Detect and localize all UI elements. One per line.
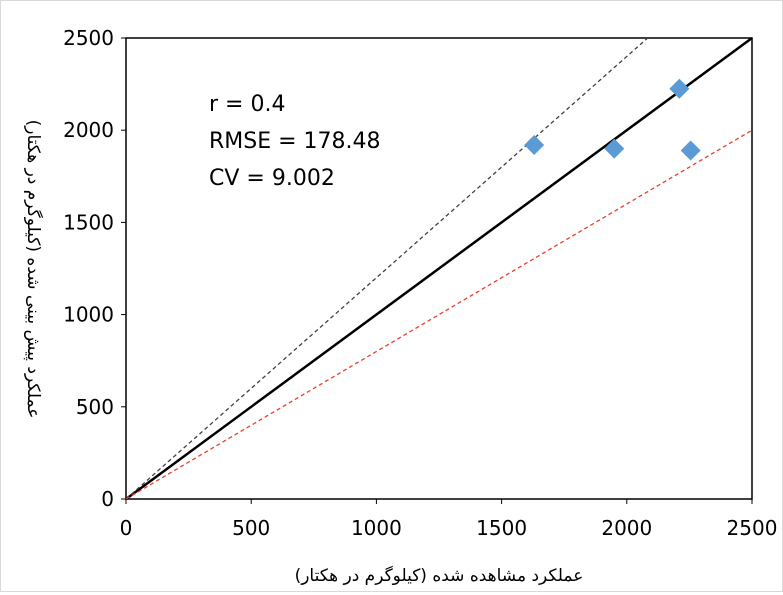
y-tick-label-2500: 2500: [63, 26, 114, 50]
data-point-3: [669, 78, 690, 99]
x-tick-label-1500: 1500: [476, 516, 527, 540]
x-tick-label-500: 500: [232, 516, 270, 540]
y-tick-label-500: 500: [76, 395, 114, 419]
reference-line-2: [125, 37, 649, 500]
reference-line-3: [125, 129, 753, 500]
y-axis-ticks: 0 500 1000 1500 2000 2500: [63, 26, 126, 511]
y-tick-label-1000: 1000: [63, 303, 114, 327]
data-point-1: [524, 134, 545, 155]
y-tick-label-1500: 1500: [63, 210, 114, 234]
data-point-4: [680, 140, 701, 161]
plot-area: [125, 37, 753, 500]
stat-line-3: CV = 9.002: [209, 166, 335, 191]
x-tick-label-2000: 2000: [601, 516, 652, 540]
plot-border: [125, 37, 753, 500]
reference-lines: [125, 36, 753, 501]
x-axis-ticks: 0 500 1000 1500 2000 2500: [120, 499, 778, 540]
y-axis-title: عملکرد پیش بینی شده (کیلوگرم در هکتار): [23, 120, 44, 419]
stats-annotation: r = 0.4 RMSE = 178.48 CV = 9.002: [209, 92, 381, 191]
stat-line-2: RMSE = 178.48: [209, 129, 381, 154]
stat-line-1: r = 0.4: [209, 92, 285, 117]
data-points: [524, 78, 701, 161]
reference-line-1: [125, 36, 753, 501]
data-point-2: [604, 138, 625, 159]
x-tick-label-1000: 1000: [351, 516, 402, 540]
y-tick-label-2000: 2000: [63, 118, 114, 142]
x-axis-title: عملکرد مشاهده شده (کیلوگرم در هکتار): [295, 565, 584, 586]
x-tick-label-2500: 2500: [727, 516, 778, 540]
y-tick-label-0: 0: [101, 487, 114, 511]
x-tick-label-0: 0: [120, 516, 133, 540]
